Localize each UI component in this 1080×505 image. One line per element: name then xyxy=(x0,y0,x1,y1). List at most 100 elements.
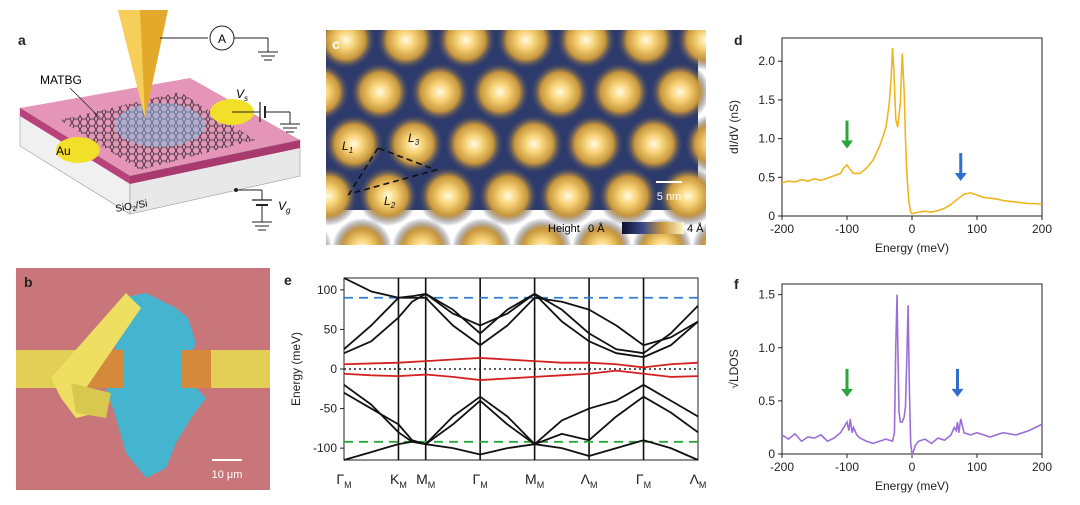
device-schematic: A Vs Vg MATBG Au SiO2/Si xyxy=(19,10,301,231)
y-axis-label: √LDOS xyxy=(727,349,741,388)
y-tick-label: 1.5 xyxy=(758,93,775,107)
kpoint-label: ΓM xyxy=(636,471,651,490)
y-tick-label: -50 xyxy=(320,402,338,416)
plot-frame xyxy=(781,37,1043,217)
peak-arrow-head xyxy=(841,140,853,149)
contact-region-right xyxy=(181,350,211,388)
x-tick-label: 0 xyxy=(909,222,916,236)
moire-spots xyxy=(256,0,838,278)
optical-micrograph: 10 μm xyxy=(16,268,270,490)
band-line xyxy=(343,292,699,355)
x-tick-label: -200 xyxy=(770,460,794,474)
band-line xyxy=(343,357,699,369)
panel-d: -200 -100 0 100 200 0 0.5 1.0 1.5 2.0 Energy (meV)… xyxy=(720,22,1070,262)
scale-bar-label: 5 nm xyxy=(657,191,681,203)
panel-b: 10 μm b xyxy=(16,268,270,490)
moire-spot xyxy=(530,62,590,122)
moire-spot xyxy=(590,62,650,122)
y-tick-label: 0 xyxy=(330,362,337,376)
spectrum-line xyxy=(781,48,1043,215)
y-tick-label: 0.5 xyxy=(758,170,775,184)
stm-tip-highlight xyxy=(118,10,145,118)
ammeter-label: A xyxy=(218,32,226,46)
moire-region xyxy=(115,103,205,147)
peak-arrow-head xyxy=(841,388,853,397)
y-tick-label: 0 xyxy=(768,209,775,223)
y-tick-label: 0.5 xyxy=(758,394,775,408)
moire-spot xyxy=(478,166,538,226)
y-tick-label: 1.0 xyxy=(758,341,775,355)
band-line xyxy=(343,383,699,446)
colorbar-max: 4 Å xyxy=(687,222,704,235)
plot-frame xyxy=(781,283,1043,455)
band-line xyxy=(343,292,699,359)
y-tick-label: 1.5 xyxy=(758,288,775,302)
vg-label: Vg xyxy=(278,199,291,215)
spectrum-line xyxy=(781,294,1043,457)
moire-spot xyxy=(410,62,470,122)
moire-spot xyxy=(324,114,384,174)
y-tick-label: 50 xyxy=(324,322,338,336)
gold-lead-shadow xyxy=(71,383,111,418)
moire-spot xyxy=(384,114,444,174)
scale-bar-label: 10 μm xyxy=(212,469,243,481)
moire-spot xyxy=(624,114,684,174)
oxide-layer-right xyxy=(130,140,300,184)
band-line xyxy=(343,369,699,381)
kpoint-label: MM xyxy=(525,471,544,490)
panel-label-e: e xyxy=(284,272,292,288)
l1-label: L1 xyxy=(342,139,353,155)
vs-label: Vs xyxy=(236,87,248,103)
colorbar xyxy=(622,222,684,234)
moire-spot xyxy=(564,114,624,174)
band-line xyxy=(343,384,699,446)
colorbar-min: 0 Å xyxy=(588,222,605,235)
x-tick-label: 0 xyxy=(909,460,916,474)
moire-spot xyxy=(418,166,478,226)
l3-label: L3 xyxy=(408,131,420,147)
x-tick-label: -200 xyxy=(770,222,794,236)
dIdV-spectrum-chart: -200 -100 0 100 200 0 0.5 1.0 1.5 2.0 Energy (meV)… xyxy=(727,37,1052,255)
kpoint-label: MM xyxy=(416,471,435,490)
ldos-chart: -200 -100 0 100 200 0 0.5 1.0 1.5 Energy (meV) √LD… xyxy=(727,283,1052,493)
panel-e: -100 -50 0 50 100 ΓM KM MM ΓM MM ΛM ΓM ΛM Energy (meV… xyxy=(280,268,720,500)
kpoint-label: ΓM xyxy=(336,471,351,490)
band-line xyxy=(343,277,699,347)
moire-spot xyxy=(598,166,658,226)
sample-label: MATBG xyxy=(40,73,82,87)
y-tick-label: 2.0 xyxy=(758,54,775,68)
kpoint-label: KM xyxy=(390,471,407,490)
x-tick-label: -100 xyxy=(835,222,859,236)
moire-spot xyxy=(350,62,410,122)
graphene-lattice xyxy=(60,92,255,170)
electrode-label: Au xyxy=(56,144,71,158)
moire-spot xyxy=(470,62,530,122)
moire-spot xyxy=(358,166,418,226)
y-axis-label: dI/dV (nS) xyxy=(727,100,741,154)
x-tick-label: -100 xyxy=(835,460,859,474)
x-tick-label: 200 xyxy=(1032,460,1052,474)
kpoint-label: ΛM xyxy=(581,471,598,490)
y-axis-label: Energy (meV) xyxy=(289,332,303,406)
panel-label-c: c xyxy=(332,36,340,52)
y-tick-label: -100 xyxy=(313,441,337,455)
left-electrode xyxy=(56,137,100,163)
kpoint-label: ΛM xyxy=(690,471,707,490)
x-tick-label: 100 xyxy=(967,222,987,236)
sample-pointer xyxy=(69,87,101,119)
hbn-flake xyxy=(106,293,206,478)
panel-label-d: d xyxy=(734,32,743,48)
panel-f: -200 -100 0 100 200 0 0.5 1.0 1.5 Energy (meV) √LD… xyxy=(720,268,1070,500)
x-tick-label: 100 xyxy=(967,460,987,474)
l2-label: L2 xyxy=(384,194,396,210)
y-tick-label: 1.0 xyxy=(758,132,775,146)
band-structure-chart: -100 -50 0 50 100 ΓM KM MM ΓM MM ΛM ΓM ΛM Energy (meV… xyxy=(289,277,707,490)
stm-topography: L1 L2 L3 5 nm Height 0 Å 4 Å xyxy=(256,0,838,278)
moire-spot xyxy=(650,62,710,122)
peak-arrow-head xyxy=(951,388,964,397)
moire-spot xyxy=(444,114,504,174)
panel-label-a: a xyxy=(18,32,26,48)
substrate-side-right xyxy=(129,139,301,215)
panel-label-b: b xyxy=(24,274,33,290)
panel-label-f: f xyxy=(734,276,739,292)
